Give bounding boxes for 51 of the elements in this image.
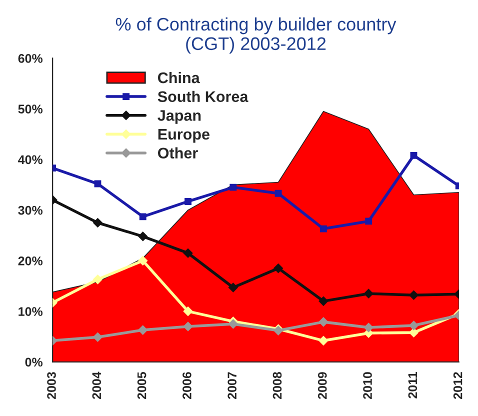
y-tick-label: 60% — [18, 54, 43, 63]
point — [409, 320, 418, 330]
point — [183, 322, 193, 332]
legend-label: China — [158, 72, 200, 84]
point — [320, 225, 327, 232]
point — [184, 198, 192, 205]
point — [138, 232, 148, 242]
x-tick-label: 2003 — [47, 372, 56, 400]
point — [94, 180, 102, 188]
point — [274, 190, 282, 197]
chart-title: % of Contracting by builder country (CGT) 2003-2012 — [116, 17, 396, 54]
x-tick-label: 2012 — [453, 372, 462, 400]
point — [409, 328, 418, 338]
y-tick-label: 0% — [25, 358, 43, 367]
x-tick-label: 2011 — [408, 372, 418, 398]
legend-label: South Korea — [158, 90, 248, 102]
point — [409, 290, 418, 300]
point — [183, 248, 193, 258]
x-tick-label: 2005 — [137, 372, 146, 400]
legend-label: Europe — [158, 129, 210, 143]
point — [365, 218, 372, 225]
point — [318, 336, 328, 346]
x-tick-label: 2007 — [228, 372, 237, 400]
y-tick-label: 30% — [18, 206, 43, 215]
x-tick-label: 2008 — [272, 372, 282, 400]
y-tick-label: 50% — [18, 104, 43, 114]
point — [93, 218, 102, 228]
point — [228, 319, 238, 329]
point — [138, 325, 148, 335]
y-tick-label: 20% — [18, 256, 43, 266]
point — [230, 184, 237, 191]
x-tick-label: 2006 — [182, 372, 192, 400]
point — [410, 152, 418, 159]
point — [138, 256, 148, 266]
legend-label: Japan — [158, 110, 201, 124]
y-tick-label: 40% — [18, 155, 43, 164]
x-tick-label: 2010 — [363, 372, 372, 400]
x-tick-label: 2004 — [92, 372, 102, 400]
point — [139, 213, 146, 220]
point — [318, 296, 328, 306]
legend-label: Other — [158, 147, 198, 159]
point — [318, 317, 328, 327]
point — [364, 288, 374, 298]
point — [183, 306, 193, 316]
point — [274, 264, 283, 273]
point — [228, 282, 238, 292]
point — [93, 274, 102, 284]
y-tick-label: 10% — [18, 307, 43, 316]
x-tick-label: 2009 — [318, 372, 327, 400]
point — [364, 322, 374, 332]
point — [93, 332, 102, 342]
